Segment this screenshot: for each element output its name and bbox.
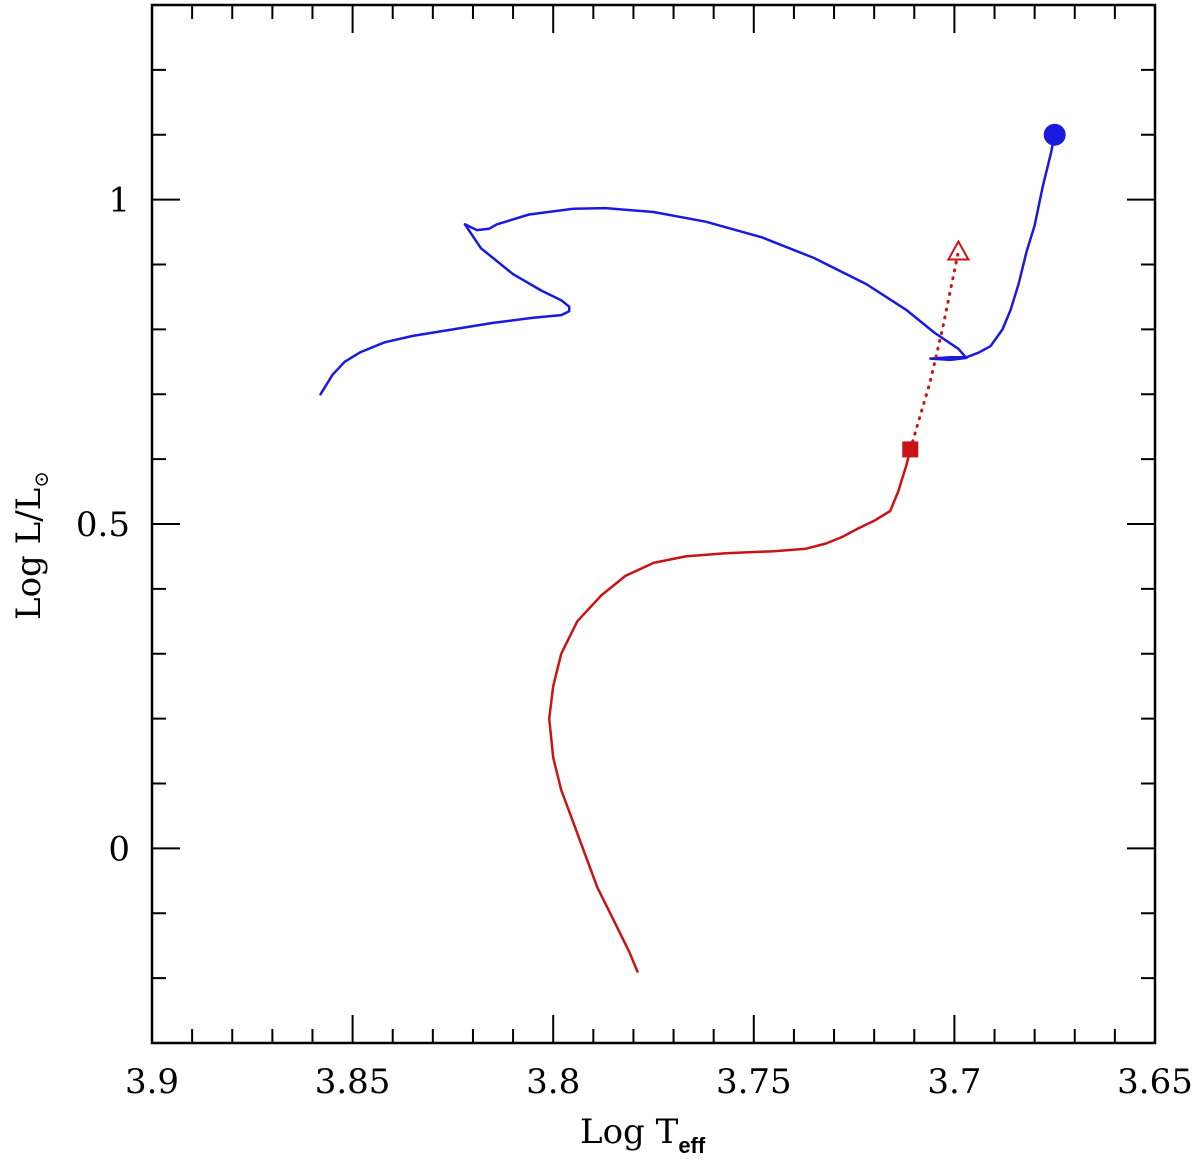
label-layer: 3.9 3.85 3.8 3.75 3.7 3.65 0 0.5 1: [76, 181, 1193, 1102]
y-tick-label: 1: [108, 181, 130, 221]
y-axis-label: Log L/L⊙: [9, 471, 53, 620]
series-line-2: [547, 448, 912, 973]
x-tick-label: 3.75: [716, 1062, 792, 1102]
series-layer: [319, 123, 1066, 973]
y-tick-label: 0: [108, 829, 130, 869]
plot-frame: [150, 3, 1157, 1045]
y-tick-label: 0.5: [76, 505, 130, 545]
end-marker-triangle: [946, 239, 971, 261]
end-marker-circle: [1043, 123, 1066, 146]
x-tick-label: 3.65: [1117, 1062, 1193, 1102]
y-axis-label-main: Log L/L: [9, 488, 49, 620]
x-tick-label: 3.85: [315, 1062, 391, 1102]
y-axis-label-group: Log L/L⊙: [9, 471, 53, 620]
series-line-1: [319, 133, 1056, 396]
x-axis-label-main: Log T: [580, 1112, 679, 1152]
x-tick-label: 3.9: [125, 1062, 179, 1102]
tick-layer: [151, 4, 1156, 1044]
series-line-3: [908, 250, 960, 451]
x-axis-label-sub: eff: [678, 1133, 706, 1158]
x-tick-label: 3.8: [526, 1062, 580, 1102]
x-axis-label: Log Teff: [580, 1112, 706, 1158]
y-axis-label-sub: ⊙: [29, 471, 53, 488]
x-tick-label: 3.7: [927, 1062, 981, 1102]
